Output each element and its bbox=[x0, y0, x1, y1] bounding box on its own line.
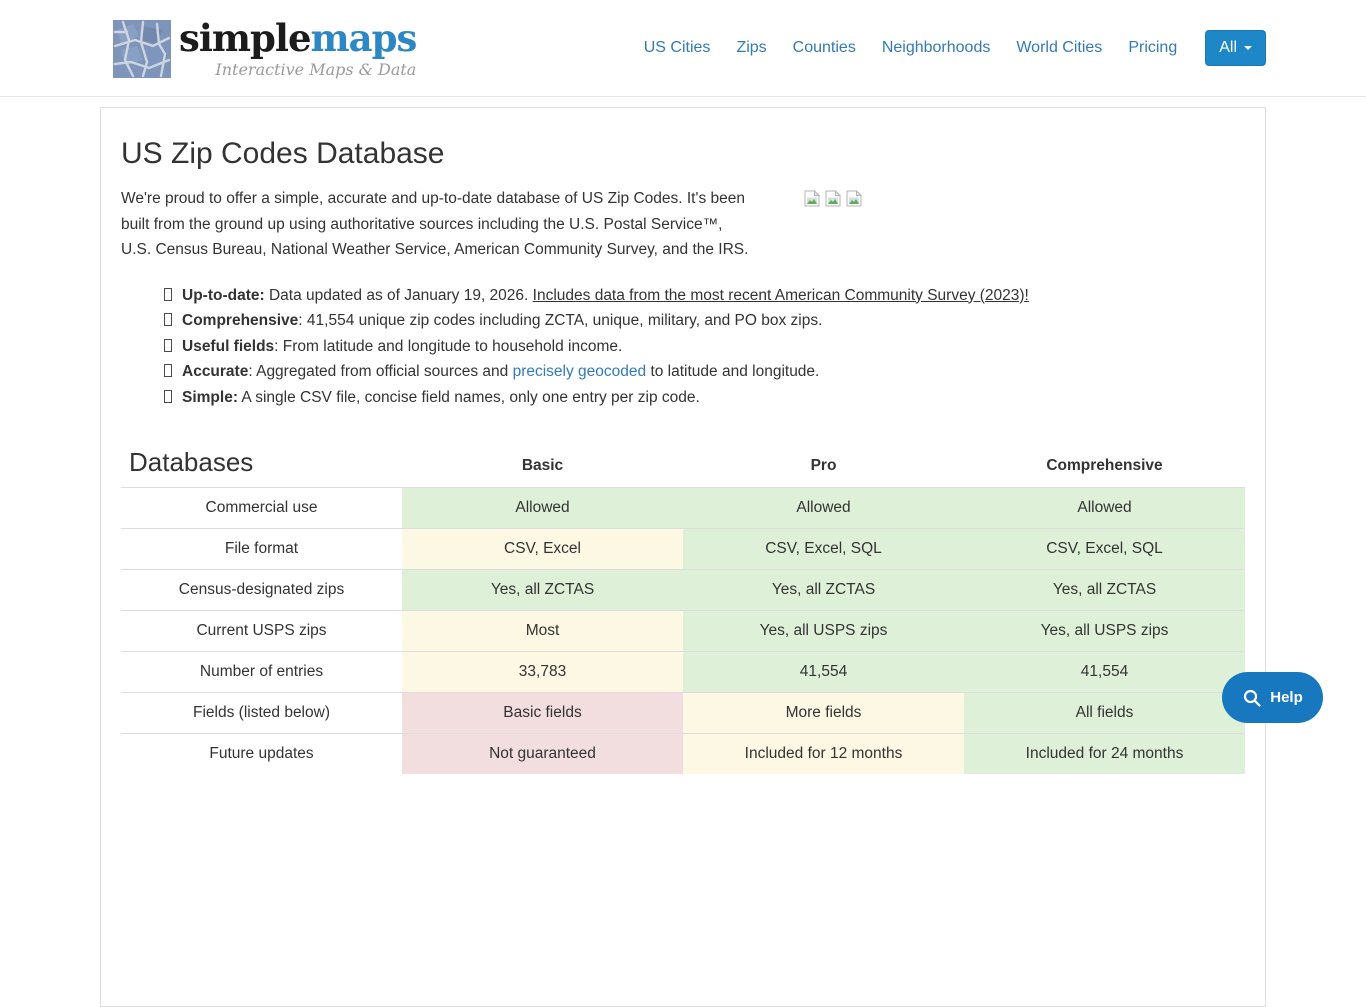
table-cell: Basic fields bbox=[402, 693, 683, 734]
column-header-comprehensive: Comprehensive bbox=[964, 433, 1245, 488]
table-cell: Included for 12 months bbox=[683, 734, 964, 775]
table-cell: Yes, all USPS zips bbox=[964, 611, 1245, 652]
feature-item: Up-to-date: Data updated as of January 1… bbox=[164, 283, 1245, 309]
inline-link-precisely-geocoded[interactable]: precisely geocoded bbox=[513, 363, 647, 380]
table-cell: Allowed bbox=[683, 488, 964, 529]
brand-logo[interactable]: simplemaps Interactive Maps & Data bbox=[113, 18, 416, 79]
feature-item: Useful fields: From latitude and longitu… bbox=[164, 334, 1245, 360]
image-placeholders bbox=[804, 186, 862, 212]
table-cell: 33,783 bbox=[402, 652, 683, 693]
table-cell: Yes, all ZCTAS bbox=[402, 570, 683, 611]
nav-links: US Cities Zips Counties Neighborhoods World … bbox=[618, 39, 1177, 57]
table-cell: Included for 24 months bbox=[964, 734, 1245, 775]
table-cell: Yes, all ZCTAS bbox=[683, 570, 964, 611]
table-cell: More fields bbox=[683, 693, 964, 734]
table-cell: All fields bbox=[964, 693, 1245, 734]
brand-wordmark: simplemaps bbox=[179, 16, 416, 60]
table-cell: Not guaranteed bbox=[402, 734, 683, 775]
help-button[interactable]: Help bbox=[1222, 672, 1323, 723]
nav-link-us-cities[interactable]: US Cities bbox=[644, 39, 711, 57]
nav-link-world-cities[interactable]: World Cities bbox=[1016, 39, 1102, 57]
checkbox-glyph-icon bbox=[164, 339, 172, 352]
table-cell: Allowed bbox=[964, 488, 1245, 529]
checkbox-glyph-icon bbox=[164, 390, 172, 403]
table-cell: CSV, Excel bbox=[402, 529, 683, 570]
table-cell: CSV, Excel, SQL bbox=[683, 529, 964, 570]
databases-heading: Databases bbox=[121, 433, 402, 488]
content-panel: US Zip Codes Database We're proud to off… bbox=[100, 107, 1266, 1007]
nav-link-counties[interactable]: Counties bbox=[793, 39, 856, 57]
broken-image-icon bbox=[804, 190, 820, 212]
row-label: File format bbox=[121, 529, 402, 570]
nav-link-zips[interactable]: Zips bbox=[736, 39, 766, 57]
nav-link-neighborhoods[interactable]: Neighborhoods bbox=[882, 39, 991, 57]
table-cell: Yes, all USPS zips bbox=[683, 611, 964, 652]
table-cell: 41,554 bbox=[964, 652, 1245, 693]
table-cell: 41,554 bbox=[683, 652, 964, 693]
checkbox-glyph-icon bbox=[164, 313, 172, 326]
intro-paragraph: We're proud to offer a simple, accurate … bbox=[121, 186, 749, 263]
feature-item: Simple: A single CSV file, concise field… bbox=[164, 385, 1245, 411]
nav-link-pricing[interactable]: Pricing bbox=[1128, 39, 1177, 57]
feature-list: Up-to-date: Data updated as of January 1… bbox=[121, 283, 1245, 411]
row-label: Fields (listed below) bbox=[121, 693, 402, 734]
broken-image-icon bbox=[825, 190, 841, 212]
chevron-down-icon bbox=[1244, 46, 1252, 50]
table-cell: Allowed bbox=[402, 488, 683, 529]
column-header-pro: Pro bbox=[683, 433, 964, 488]
checkbox-glyph-icon bbox=[164, 288, 172, 301]
feature-item: Comprehensive: 41,554 unique zip codes i… bbox=[164, 308, 1245, 334]
row-label: Census-designated zips bbox=[121, 570, 402, 611]
table-cell: CSV, Excel, SQL bbox=[964, 529, 1245, 570]
column-header-basic: Basic bbox=[402, 433, 683, 488]
table-cell: Yes, all ZCTAS bbox=[964, 570, 1245, 611]
row-label: Commercial use bbox=[121, 488, 402, 529]
checkbox-glyph-icon bbox=[164, 364, 172, 377]
table-cell: Most bbox=[402, 611, 683, 652]
page-title: US Zip Codes Database bbox=[121, 137, 1245, 171]
feature-item: Accurate: Aggregated from official sourc… bbox=[164, 359, 1245, 385]
top-navbar: simplemaps Interactive Maps & Data US Ci… bbox=[0, 0, 1366, 97]
brand-tagline: Interactive Maps & Data bbox=[179, 60, 416, 79]
all-dropdown-button[interactable]: All bbox=[1205, 30, 1266, 66]
broken-image-icon bbox=[846, 190, 862, 212]
search-icon bbox=[1242, 688, 1262, 708]
map-logo-icon bbox=[113, 20, 171, 78]
row-label: Number of entries bbox=[121, 652, 402, 693]
row-label: Current USPS zips bbox=[121, 611, 402, 652]
row-label: Future updates bbox=[121, 734, 402, 775]
